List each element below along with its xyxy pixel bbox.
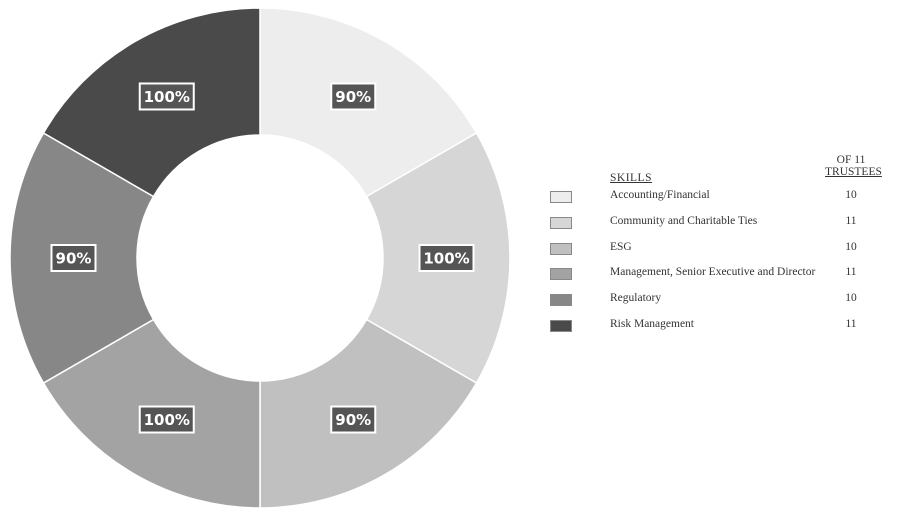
legend-row: Risk Management 11 bbox=[545, 315, 915, 341]
legend-trustee-count: 11 bbox=[845, 214, 857, 227]
legend-swatch bbox=[550, 319, 572, 332]
percent-label-box bbox=[418, 244, 475, 272]
legend-skill-label: Risk Management bbox=[610, 317, 694, 330]
legend-skill-label: Regulatory bbox=[610, 292, 662, 305]
count-header: OF 11 TRUSTEES bbox=[825, 154, 882, 178]
legend-row: Accounting/Financial 10 bbox=[545, 186, 915, 212]
count-header-line1: OF 11 bbox=[836, 154, 866, 166]
percent-label-text: 100% bbox=[423, 250, 469, 268]
legend-row: Management, Senior Executive and Directo… bbox=[545, 263, 915, 289]
donut-chart: 90% 100% 90% 100% 90% 100% bbox=[9, 7, 511, 509]
slice-percent-label: 90% bbox=[330, 82, 377, 111]
legend-swatch bbox=[550, 191, 572, 203]
legend-trustee-count: 11 bbox=[845, 266, 857, 279]
legend-trustee-count: 11 bbox=[845, 317, 857, 330]
legend-skill-label: Accounting/Financial bbox=[610, 189, 710, 201]
percent-label-text: 100% bbox=[144, 88, 190, 106]
legend-skill-label: Management, Senior Executive and Directo… bbox=[610, 266, 816, 279]
percent-label-text: 100% bbox=[144, 411, 190, 429]
legend-swatch bbox=[550, 268, 572, 281]
skills-header: SKILLS bbox=[610, 172, 652, 184]
slice-percent-label: 90% bbox=[50, 244, 97, 272]
legend-row: Regulatory 10 bbox=[545, 289, 915, 315]
percent-label-box bbox=[330, 82, 377, 111]
legend-swatch bbox=[550, 294, 572, 307]
percent-label-text: 90% bbox=[335, 411, 371, 429]
percent-label-text: 90% bbox=[335, 88, 371, 106]
legend: SKILLS OF 11 TRUSTEES Accounting/Financi… bbox=[545, 150, 915, 341]
slice-percent-label: 90% bbox=[330, 405, 377, 434]
legend-trustee-count: 10 bbox=[845, 292, 857, 305]
legend-rows: Accounting/Financial 10 Community and Char… bbox=[545, 186, 915, 341]
legend-skill-label: Community and Charitable Ties bbox=[610, 214, 758, 227]
percent-label-box bbox=[330, 405, 377, 434]
percent-label-box bbox=[50, 244, 97, 272]
legend-trustee-count: 10 bbox=[845, 240, 857, 253]
slice-percent-label: 100% bbox=[418, 244, 475, 272]
legend-trustee-count: 10 bbox=[845, 189, 857, 201]
slice-percent-label: 100% bbox=[138, 82, 195, 111]
legend-row: ESG 10 bbox=[545, 238, 915, 264]
slice-percent-label: 100% bbox=[138, 405, 195, 434]
percent-label-box bbox=[138, 405, 195, 434]
count-header-line2: TRUSTEES bbox=[825, 166, 882, 178]
percent-label-text: 90% bbox=[56, 250, 92, 268]
legend-swatch bbox=[550, 242, 572, 255]
legend-header: SKILLS OF 11 TRUSTEES bbox=[545, 150, 915, 186]
legend-row: Community and Charitable Ties 11 bbox=[545, 212, 915, 238]
percent-label-box bbox=[138, 82, 195, 111]
legend-swatch bbox=[550, 216, 572, 229]
legend-skill-label: ESG bbox=[610, 240, 632, 253]
